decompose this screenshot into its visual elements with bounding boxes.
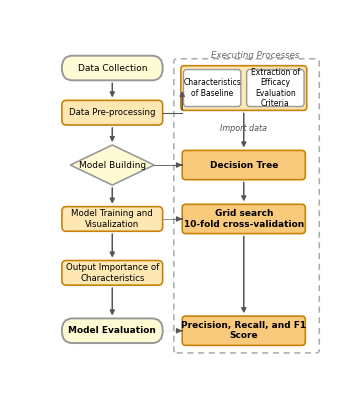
- Text: Precision, Recall, and F1
Score: Precision, Recall, and F1 Score: [181, 321, 306, 340]
- Text: Data Collection: Data Collection: [78, 64, 147, 72]
- Text: Model Training and
Visualization: Model Training and Visualization: [71, 209, 153, 229]
- FancyBboxPatch shape: [182, 316, 305, 345]
- FancyBboxPatch shape: [182, 204, 305, 234]
- Text: Model Building: Model Building: [79, 160, 146, 170]
- Text: Extraction of
Efficacy
Evaluation
Criteria: Extraction of Efficacy Evaluation Criter…: [251, 68, 300, 108]
- FancyBboxPatch shape: [62, 100, 162, 125]
- Text: Model Evaluation: Model Evaluation: [68, 326, 156, 335]
- Text: Grid search
10-fold cross-validation: Grid search 10-fold cross-validation: [184, 209, 304, 229]
- Text: Decision Tree: Decision Tree: [210, 160, 278, 170]
- Text: Data Pre-processing: Data Pre-processing: [69, 108, 156, 117]
- FancyBboxPatch shape: [181, 66, 307, 110]
- Text: Output Importance of
Characteristics: Output Importance of Characteristics: [66, 263, 159, 282]
- FancyBboxPatch shape: [62, 56, 162, 80]
- FancyBboxPatch shape: [182, 150, 305, 180]
- FancyBboxPatch shape: [62, 318, 162, 343]
- Text: Executing Processes: Executing Processes: [211, 51, 299, 60]
- Polygon shape: [70, 145, 154, 185]
- FancyBboxPatch shape: [183, 70, 241, 106]
- FancyBboxPatch shape: [62, 260, 162, 285]
- FancyBboxPatch shape: [247, 70, 304, 106]
- Text: Characteristics
of Baseline: Characteristics of Baseline: [183, 78, 241, 98]
- FancyBboxPatch shape: [62, 207, 162, 231]
- Text: Import data: Import data: [220, 124, 267, 132]
